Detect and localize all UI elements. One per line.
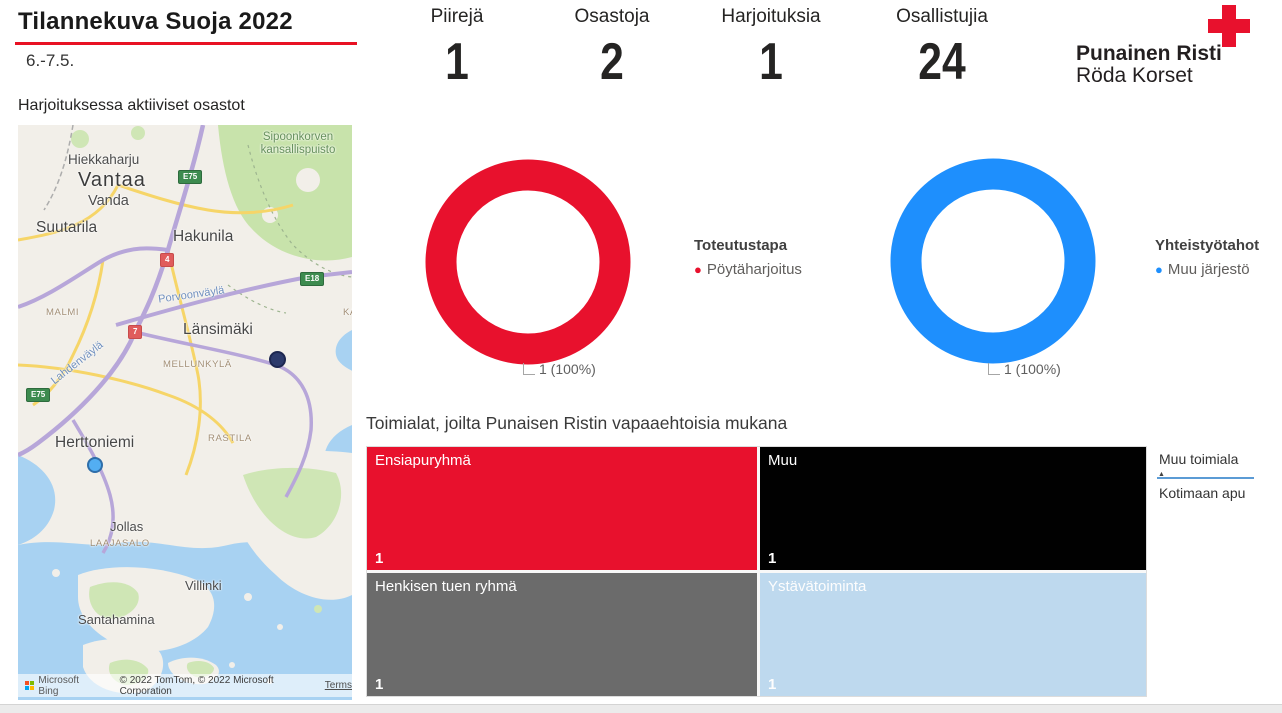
map-label: Hiekkaharju (68, 152, 140, 167)
map-label: RASTILA (208, 433, 252, 444)
treemap-tile-ystavatoiminta[interactable]: Ystävätoiminta 1 (760, 573, 1146, 696)
page-title: Tilannekuva Suoja 2022 (18, 8, 293, 35)
map-label: Länsimäki (183, 321, 253, 338)
list-item-muu-toimiala[interactable]: Muu toimiala (1159, 451, 1239, 467)
callout-line (988, 363, 1000, 375)
map-label: Villinki (185, 578, 222, 593)
map-provider: Microsoft Bing (38, 674, 79, 697)
scroll-up-icon[interactable]: ▲ (1158, 471, 1165, 478)
kpi-card-harjoituksia: Harjoituksia 1 (701, 6, 841, 90)
map-label: Santahamina (78, 612, 155, 627)
treemap-tile-muu[interactable]: Muu 1 (760, 447, 1146, 570)
terms-link[interactable]: Terms (324, 680, 352, 691)
kpi-card-piireja: Piirejä 1 (387, 6, 527, 90)
kpi-card-osallistujia: Osallistujia 24 (872, 6, 1012, 90)
legend-title: Toteutustapa (694, 237, 788, 254)
map-attribution: Microsoft Bing © 2022 TomTom, © 2022 Mic… (18, 674, 352, 697)
road-badge-7: 7 (128, 325, 143, 339)
date-range: 6.-7.5. (26, 51, 75, 70)
road-badge-e18: E18 (300, 272, 325, 286)
map-label: Hakunila (173, 228, 234, 245)
legend-bullet-icon: ● (694, 262, 702, 277)
treemap-tile-ensiapuryhma[interactable]: Ensiapuryhmä 1 (367, 447, 757, 570)
map-label: Jollas (110, 519, 144, 534)
legend-title: Yhteistyötahot (1155, 237, 1260, 254)
red-cross-icon (1208, 5, 1250, 47)
map-marker-lansimaki[interactable] (269, 351, 286, 368)
map-label: KAL (343, 307, 352, 318)
map-label: Vantaa (78, 169, 146, 191)
donut-chart-toteutustapa[interactable] (425, 159, 631, 365)
kpi-value: 1 (759, 33, 783, 91)
map-label: LAAJASALO (90, 538, 150, 549)
treemap-title: Toimialat, joilta Punaisen Ristin vapaae… (366, 413, 788, 433)
title-underline (15, 42, 357, 45)
map-label: Suutarila (36, 219, 98, 236)
legend-toteutustapa: Toteutustapa ● Pöytäharjoitus (694, 237, 802, 278)
road-badge-4: 4 (160, 253, 175, 267)
legend-yhteistyotahot: Yhteistyötahot ● Muu järjestö (1155, 237, 1259, 278)
treemap-tile-henkisen-tuen-ryhma[interactable]: Henkisen tuen ryhmä 1 (367, 573, 757, 696)
kpi-label: Harjoituksia (721, 6, 821, 27)
map-copyright: © 2022 TomTom, © 2022 Microsoft Corporat… (119, 674, 274, 697)
microsoft-logo-icon (25, 681, 34, 690)
map-label: Vanda (88, 193, 129, 209)
bing-map[interactable]: Sipoonkorven kansallispuisto Hiekkaharju… (18, 125, 352, 700)
kpi-value: 24 (918, 33, 966, 91)
legend-item[interactable]: ● Pöytäharjoitus (694, 261, 802, 278)
map-canvas (18, 125, 352, 700)
kpi-value: 1 (445, 33, 469, 91)
map-label: Herttoniemi (55, 434, 135, 451)
donut-chart-yhteistyotahot[interactable] (890, 158, 1096, 364)
treemap-overflow-list: Muu toimiala ▲ Kotimaan apu (1157, 450, 1254, 504)
scroll-divider[interactable]: ▲ (1157, 470, 1254, 479)
kpi-card-osastoja: Osastoja 2 (542, 6, 682, 90)
treemap-chart: Ensiapuryhmä 1 Muu 1 Henkisen tuen ryhmä… (366, 446, 1147, 697)
map-label-park: Sipoonkorven kansallispuisto (260, 131, 336, 156)
list-item-kotimaan-apu[interactable]: Kotimaan apu (1159, 485, 1246, 501)
road-badge-e75: E75 (26, 388, 51, 402)
donut-data-label: 1 (100%) (988, 361, 1061, 377)
legend-bullet-icon: ● (1155, 262, 1163, 277)
page-edge (0, 704, 1282, 713)
kpi-label: Osastoja (574, 6, 650, 27)
kpi-label: Osallistujia (896, 6, 988, 27)
map-label: MELLUNKYLÄ (163, 359, 232, 370)
kpi-label: Piirejä (430, 6, 484, 27)
callout-line (523, 363, 535, 375)
kpi-value: 2 (600, 33, 624, 91)
logo-text-fi: Punainen Risti (1076, 42, 1222, 65)
road-badge-e75: E75 (178, 170, 203, 184)
map-label: MALMI (46, 307, 80, 318)
donut-data-label: 1 (100%) (523, 361, 596, 377)
legend-item[interactable]: ● Muu järjestö (1155, 261, 1250, 278)
map-section-title: Harjoituksessa aktiiviset osastot (18, 97, 245, 114)
logo-text-sv: Röda Korset (1076, 64, 1193, 87)
map-marker-herttoniemi[interactable] (87, 457, 103, 473)
